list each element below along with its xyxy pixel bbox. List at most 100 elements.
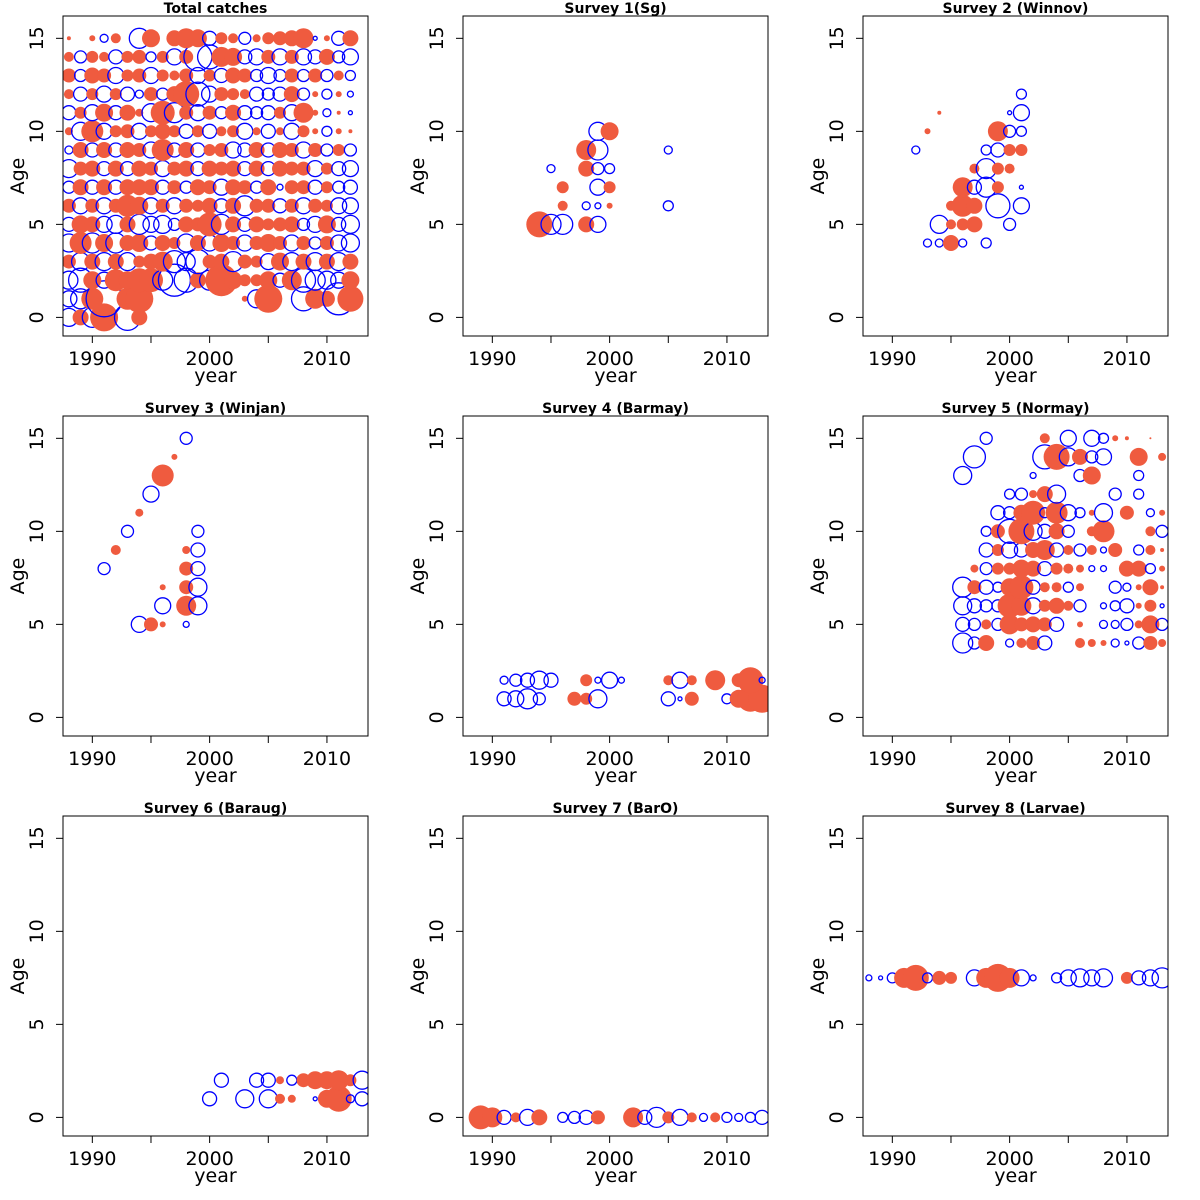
residual-positive-point [305,288,326,309]
residual-negative-point [594,202,602,210]
residual-positive-point [248,160,265,177]
residual-positive-point [131,179,148,196]
residual-positive-point [1120,971,1133,984]
residual-negative-point [1059,429,1077,447]
residual-positive-point [969,163,980,174]
y-tick-label: 0 [26,1111,48,1123]
residual-negative-point [979,561,993,576]
residual-negative-point [341,48,360,66]
residual-positive-point [1124,436,1129,441]
residual-positive-point [1063,563,1074,574]
residual-positive-point [1158,452,1167,461]
residual-positive-point [131,309,148,326]
x-tick-label: 2000 [985,748,1033,770]
residual-negative-point [1050,972,1063,984]
x-tick-label: 2000 [985,1148,1033,1170]
y-tick-label: 5 [426,1018,448,1030]
residual-negative-point [237,49,253,65]
y-tick-label: 10 [826,519,848,543]
y-tick-label: 15 [426,826,448,850]
residual-negative-point [1093,968,1114,988]
residual-negative-point [260,1072,276,1088]
residual-positive-point [932,970,947,985]
residual-negative-point [1059,504,1077,522]
residual-negative-point [320,143,334,157]
residual-positive-point [1159,509,1166,516]
residual-negative-point [190,560,206,577]
y-tick-label: 15 [26,26,48,50]
residual-negative-point [312,35,318,41]
residual-positive-point [325,1085,352,1112]
residual-positive-point [250,274,263,287]
y-axis-label: Age [807,558,829,595]
residual-positive-point [254,284,283,313]
residual-negative-point [321,125,333,137]
residual-positive-point [526,211,553,238]
residual-positive-point [600,122,619,141]
residual-positive-point [237,68,252,83]
residual-negative-point [248,1072,265,1088]
residual-negative-point [182,620,190,629]
residual-positive-point [1108,543,1123,557]
residual-positive-point [110,33,121,44]
residual-positive-point [623,1107,644,1128]
residual-positive-point [178,216,195,233]
residual-positive-point [987,121,1008,142]
residual-negative-point [980,237,992,249]
residual-positive-point [63,51,74,62]
residual-negative-point [958,238,968,248]
residual-positive-point [72,142,89,158]
residual-negative-point [557,1111,569,1124]
residual-positive-point [284,49,299,64]
residual-positive-point [978,635,995,651]
panel-7: Survey 6 (Baraug) 1990 2000 2010 0 5 10 15 year A… [7,801,369,1187]
residual-positive-point [341,271,360,290]
residual-positive-point [272,142,288,158]
residual-positive-point [1076,564,1084,573]
y-tick-label: 5 [426,218,448,230]
residual-positive-point [261,198,276,213]
residual-negative-point [589,215,607,234]
residual-negative-point [236,122,254,140]
residual-negative-point [1014,487,1029,501]
x-tick-label: 2010 [703,748,751,770]
residual-negative-point [308,236,322,250]
residual-positive-point [999,614,1020,635]
residual-negative-point [1074,507,1086,519]
residual-positive-point [95,103,114,122]
plot-frame [862,15,1169,337]
residual-positive-point [332,144,345,156]
residual-negative-point [540,213,562,236]
residual-positive-point [203,144,216,156]
residual-negative-point [953,465,973,486]
residual-negative-point [1048,616,1065,633]
y-tick-label: 10 [826,919,848,943]
residual-positive-point [178,142,195,158]
residual-positive-point [133,255,146,268]
residual-positive-point [121,69,134,82]
residual-negative-point [543,672,559,688]
residual-negative-point [589,178,607,196]
x-axis-label: year [994,765,1037,787]
residual-negative-point [662,200,674,212]
residual-negative-point [347,110,354,116]
residual-positive-point [295,253,312,270]
residual-negative-point [1124,640,1130,646]
residual-negative-point [213,1072,230,1088]
residual-positive-point [156,50,169,63]
residual-positive-point [662,1111,675,1124]
residual-positive-point [202,180,217,195]
residual-negative-point [671,671,689,689]
residual-positive-point [276,1076,284,1085]
residual-positive-point [578,216,595,233]
residual-positive-point [237,180,252,195]
x-axis-label: year [994,365,1037,387]
plot-frame [862,815,1169,1137]
y-tick-label: 5 [826,218,848,230]
residual-negative-point [134,89,144,99]
panel-2: Survey 1(Sg) 1990 2000 2010 0 5 10 15 year Age [407,1,769,387]
residual-negative-point [142,485,160,503]
plot-frame [862,415,1169,737]
residual-negative-point [1088,564,1096,573]
residual-positive-point [63,198,76,213]
